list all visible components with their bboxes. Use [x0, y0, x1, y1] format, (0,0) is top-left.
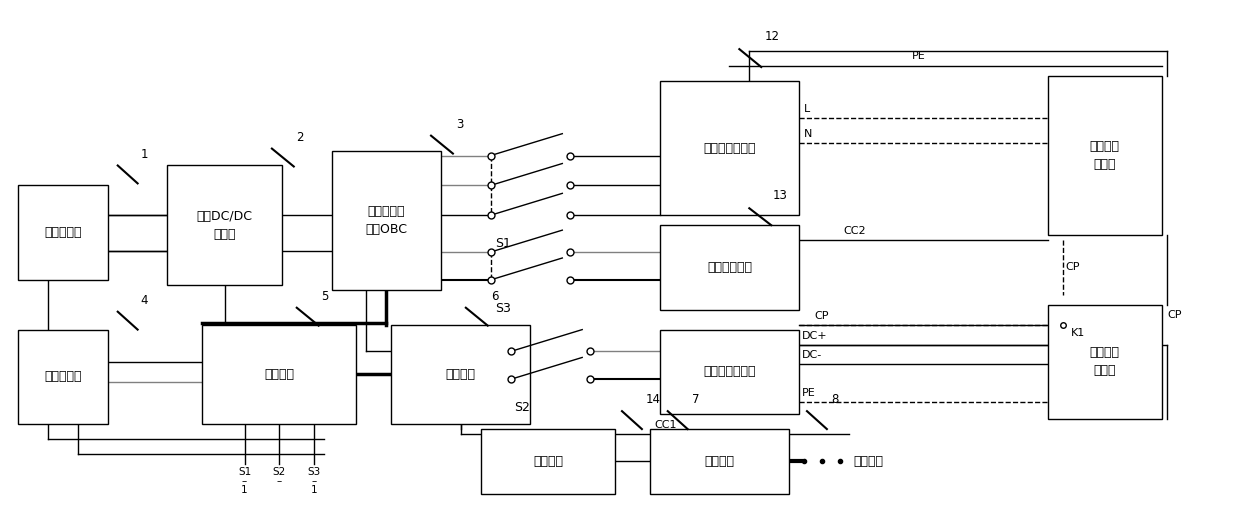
Text: 5: 5 — [321, 290, 329, 303]
Bar — [331, 151, 441, 290]
Bar — [1048, 305, 1162, 419]
Bar — [660, 81, 799, 215]
Text: CC2: CC2 — [843, 226, 867, 236]
Bar — [660, 329, 799, 414]
Text: S2: S2 — [515, 401, 531, 414]
Text: 检测单元: 检测单元 — [446, 368, 476, 381]
Text: CP: CP — [1065, 263, 1080, 272]
Text: 7: 7 — [692, 393, 699, 406]
Bar — [167, 166, 281, 285]
Text: 6: 6 — [491, 290, 498, 303]
Text: 交流充放电接口: 交流充放电接口 — [703, 142, 755, 154]
Text: 1: 1 — [140, 148, 148, 161]
Text: K1: K1 — [1070, 328, 1085, 338]
Text: 交流充放
电枪头: 交流充放 电枪头 — [1090, 140, 1120, 171]
Text: CP: CP — [1167, 310, 1182, 320]
Text: S1: S1 — [495, 237, 511, 250]
Bar — [1048, 76, 1162, 235]
Text: 13: 13 — [774, 189, 789, 202]
Text: 直流充放电接口: 直流充放电接口 — [703, 365, 755, 379]
Text: 双向DC/DC
转换器: 双向DC/DC 转换器 — [197, 210, 253, 241]
Text: 3: 3 — [456, 117, 464, 131]
Text: CC1: CC1 — [655, 420, 677, 430]
Bar — [392, 325, 531, 424]
Text: 通信接口: 通信接口 — [704, 455, 734, 468]
Text: 通信接头: 通信接头 — [853, 455, 884, 468]
Bar — [660, 225, 799, 310]
Text: 12: 12 — [764, 30, 779, 43]
Text: S3
–
1: S3 – 1 — [308, 467, 321, 495]
Text: 控制单元: 控制单元 — [264, 368, 294, 381]
Text: 车内插座接口: 车内插座接口 — [707, 261, 751, 274]
Text: L: L — [804, 104, 810, 114]
Text: 14: 14 — [646, 393, 661, 406]
Text: S3: S3 — [495, 302, 511, 315]
Text: PE: PE — [802, 388, 816, 398]
Text: 4: 4 — [140, 294, 148, 307]
Bar — [481, 429, 615, 494]
Bar — [202, 325, 356, 424]
Text: 通信单元: 通信单元 — [533, 455, 563, 468]
Text: 动力电池包: 动力电池包 — [45, 226, 82, 239]
Text: PE: PE — [911, 51, 925, 61]
Text: 低压蓄电池: 低压蓄电池 — [45, 370, 82, 383]
Text: N: N — [804, 129, 812, 139]
Text: 2: 2 — [296, 131, 304, 144]
Text: 直流充放
电枪头: 直流充放 电枪头 — [1090, 346, 1120, 378]
Bar — [650, 429, 789, 494]
Bar — [19, 185, 108, 280]
Text: DC+: DC+ — [802, 330, 827, 341]
Text: S2
–: S2 – — [273, 467, 286, 486]
Text: DC-: DC- — [802, 350, 822, 361]
Text: 双向车载充
电机OBC: 双向车载充 电机OBC — [366, 205, 407, 235]
Text: CP: CP — [813, 311, 828, 321]
Text: S1
–
1: S1 – 1 — [238, 467, 252, 495]
Text: 8: 8 — [831, 393, 838, 406]
Bar — [19, 329, 108, 424]
